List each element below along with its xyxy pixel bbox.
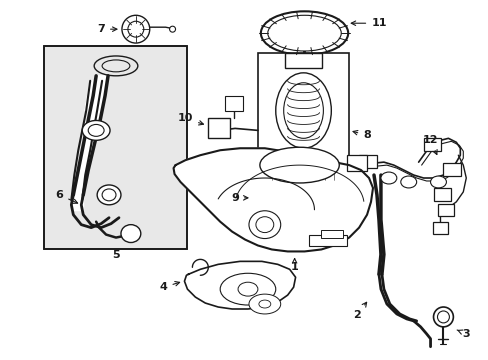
Ellipse shape xyxy=(275,73,331,148)
Bar xyxy=(443,163,460,176)
Bar xyxy=(433,188,450,201)
Text: 6: 6 xyxy=(56,190,78,203)
Ellipse shape xyxy=(238,282,257,296)
Ellipse shape xyxy=(437,311,448,323)
Polygon shape xyxy=(184,261,295,309)
Ellipse shape xyxy=(260,11,347,55)
Polygon shape xyxy=(85,81,102,111)
Text: 12: 12 xyxy=(422,135,437,154)
Polygon shape xyxy=(85,81,102,111)
Ellipse shape xyxy=(248,211,280,239)
Polygon shape xyxy=(73,76,108,195)
Text: 11: 11 xyxy=(350,18,386,28)
Bar xyxy=(346,155,366,171)
Text: 5: 5 xyxy=(112,251,120,260)
Ellipse shape xyxy=(220,273,275,305)
Ellipse shape xyxy=(258,300,270,308)
Polygon shape xyxy=(73,195,83,210)
Text: 8: 8 xyxy=(352,130,370,140)
Ellipse shape xyxy=(429,176,446,188)
Ellipse shape xyxy=(122,15,149,43)
Bar xyxy=(321,230,343,238)
Ellipse shape xyxy=(251,185,326,211)
Ellipse shape xyxy=(169,26,175,32)
Bar xyxy=(208,118,230,138)
Polygon shape xyxy=(85,81,102,111)
Bar xyxy=(432,222,447,234)
Text: 2: 2 xyxy=(352,302,366,320)
Ellipse shape xyxy=(283,83,323,138)
Ellipse shape xyxy=(82,121,110,140)
Ellipse shape xyxy=(255,217,273,233)
Text: 10: 10 xyxy=(178,113,203,125)
Ellipse shape xyxy=(433,307,452,327)
Ellipse shape xyxy=(102,60,130,72)
Ellipse shape xyxy=(94,56,138,76)
Bar xyxy=(43,46,187,249)
Bar xyxy=(257,53,348,182)
Ellipse shape xyxy=(128,21,143,37)
Text: 7: 7 xyxy=(97,24,117,34)
Ellipse shape xyxy=(244,180,334,216)
Ellipse shape xyxy=(267,15,341,51)
Ellipse shape xyxy=(248,294,280,314)
Ellipse shape xyxy=(380,172,396,184)
Ellipse shape xyxy=(259,147,339,183)
Ellipse shape xyxy=(121,225,141,243)
Text: 9: 9 xyxy=(231,193,247,203)
Ellipse shape xyxy=(102,189,116,201)
Ellipse shape xyxy=(88,125,104,136)
Text: 3: 3 xyxy=(456,329,469,339)
Bar xyxy=(284,53,322,68)
Bar xyxy=(309,235,346,247)
Ellipse shape xyxy=(97,185,121,205)
Bar xyxy=(423,138,441,151)
Bar xyxy=(438,204,453,216)
Bar xyxy=(358,155,376,168)
Bar xyxy=(43,46,187,249)
Ellipse shape xyxy=(400,176,416,188)
Polygon shape xyxy=(173,148,372,251)
Text: 4: 4 xyxy=(160,282,179,292)
Text: 1: 1 xyxy=(290,258,298,272)
Polygon shape xyxy=(85,81,102,111)
Bar xyxy=(267,162,339,180)
Bar xyxy=(224,96,243,111)
